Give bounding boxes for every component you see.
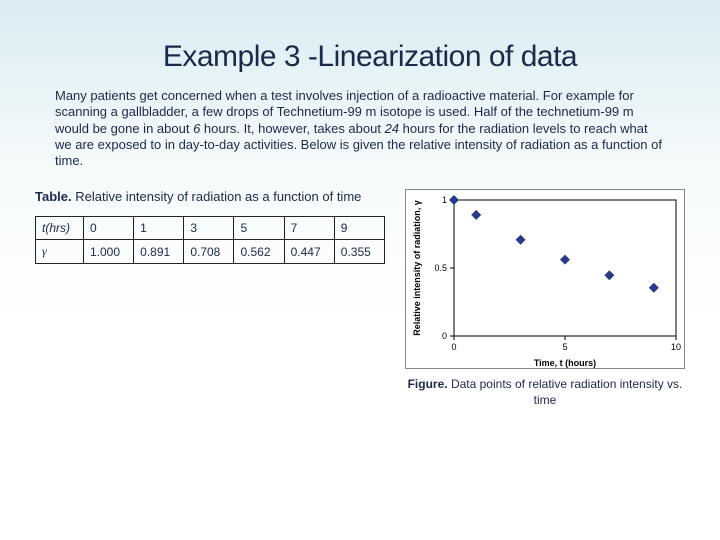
svg-text:0.5: 0.5 — [434, 263, 447, 273]
data-table: t(hrs) 0 1 3 5 7 9 γ 1.000 0.891 0.708 0… — [35, 216, 385, 264]
table-caption-bold: Table. — [35, 189, 72, 204]
svg-text:1: 1 — [442, 195, 447, 205]
table-cell: 3 — [184, 217, 234, 240]
figure-caption-rest: Data points of relative radiation intens… — [448, 377, 683, 407]
svg-text:Relative intensity of radiatio: Relative intensity of radiation, γ — [412, 200, 422, 336]
body-mid: hours. It, however, takes about — [200, 121, 384, 136]
figure-caption: Figure. Data points of relative radiatio… — [405, 377, 685, 408]
svg-text:0: 0 — [451, 342, 456, 352]
row1-head: t(hrs) — [36, 217, 84, 240]
table-caption-rest: Relative intensity of radiation as a fun… — [72, 189, 362, 204]
table-cell: 0.447 — [284, 240, 334, 264]
table-cell: 0.708 — [184, 240, 234, 264]
table-cell: 0.562 — [234, 240, 284, 264]
table-cell: 0 — [84, 217, 134, 240]
table-cell: 1 — [134, 217, 184, 240]
table-row: t(hrs) 0 1 3 5 7 9 — [36, 217, 385, 240]
chart-svg: 0 5 10 0 0.5 1 Time, t (hours) Relative intensi… — [406, 190, 686, 370]
table-cell: 0.355 — [334, 240, 384, 264]
svg-text:10: 10 — [671, 342, 681, 352]
page-title: Example 3 -Linearization of data — [75, 40, 665, 74]
table-cell: 9 — [334, 217, 384, 240]
figure-caption-bold: Figure. — [408, 377, 448, 391]
body-paragraph: Many patients get concerned when a test … — [55, 88, 665, 169]
table-cell: 7 — [284, 217, 334, 240]
table-row: γ 1.000 0.891 0.708 0.562 0.447 0.355 — [36, 240, 385, 264]
scatter-chart: 0 5 10 0 0.5 1 Time, t (hours) Relative intensi… — [405, 189, 685, 369]
table-caption: Table. Relative intensity of radiation a… — [35, 189, 385, 206]
table-cell: 5 — [234, 217, 284, 240]
svg-text:5: 5 — [562, 342, 567, 352]
body-em2: 24 — [385, 121, 399, 136]
row2-head: γ — [36, 240, 84, 264]
svg-text:Time, t (hours): Time, t (hours) — [534, 358, 596, 368]
svg-text:0: 0 — [442, 331, 447, 341]
table-cell: 0.891 — [134, 240, 184, 264]
table-cell: 1.000 — [84, 240, 134, 264]
